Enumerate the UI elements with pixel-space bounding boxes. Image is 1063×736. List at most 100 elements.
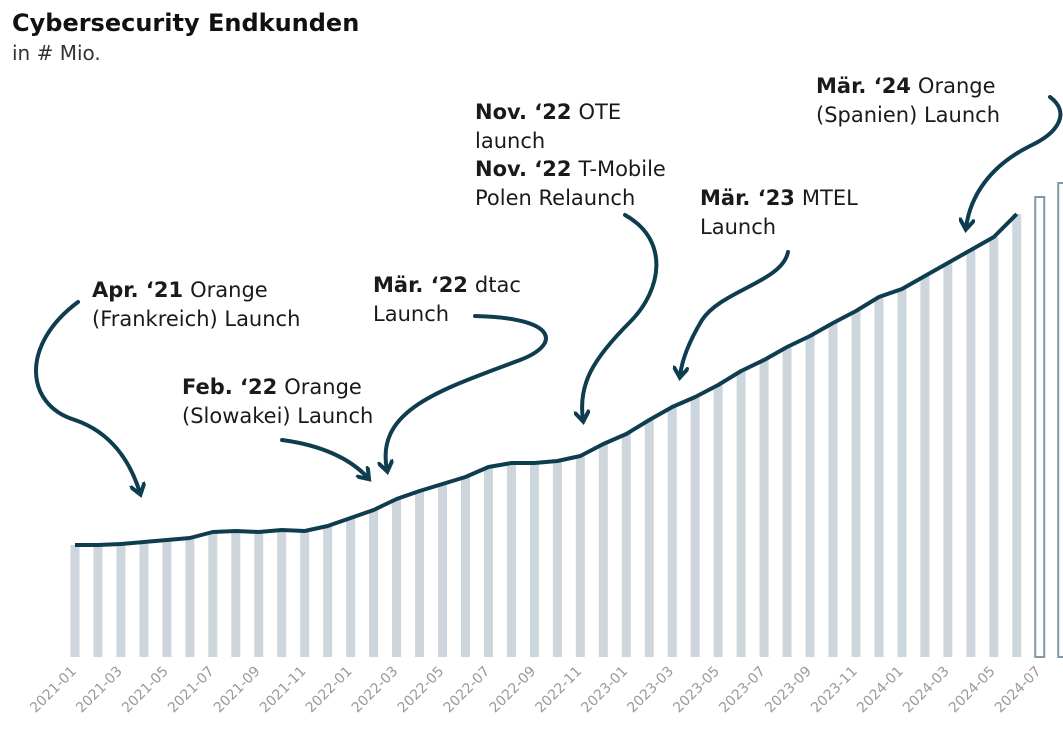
annotation-date: Nov. ‘22 (475, 100, 571, 124)
annotation-text: (Slowakei) Launch (182, 404, 373, 428)
bar (736, 371, 746, 657)
x-tick-label: 2021-07 (165, 664, 218, 717)
annotation-date: Mär. ‘24 (816, 74, 911, 98)
x-tick-label: 2021-01 (27, 664, 80, 717)
x-tick-label: 2021-09 (211, 664, 264, 717)
arrow (582, 213, 659, 420)
annotation-date: Mär. ‘22 (373, 273, 468, 297)
annotation-text: Launch (700, 215, 776, 239)
x-tick-label: 2024-05 (946, 664, 999, 717)
annotation-text: dtac (475, 273, 521, 297)
bar (598, 444, 608, 657)
bar (828, 323, 838, 657)
annotation: Mär. ‘22 dtac (373, 273, 521, 297)
bar (1057, 182, 1063, 658)
bar (392, 499, 402, 657)
x-tick-label: 2023-11 (808, 664, 861, 717)
annotation: Apr. ‘21 Orange (92, 278, 268, 302)
bar (667, 407, 677, 657)
bar (346, 518, 356, 657)
bar (575, 456, 585, 657)
bar (782, 347, 792, 657)
bar (713, 385, 723, 657)
bar (621, 434, 631, 657)
bar (506, 463, 516, 657)
arrow (34, 300, 140, 493)
bar (989, 237, 999, 657)
annotation-text: Orange (190, 278, 268, 302)
x-tick-label: 2023-01 (578, 664, 631, 717)
x-tick-label: 2023-05 (670, 664, 723, 717)
x-tick-label: 2022-11 (532, 664, 585, 717)
annotation-text: Launch (373, 302, 449, 326)
x-tick-label: 2021-03 (73, 664, 126, 717)
bar (690, 397, 700, 657)
annotation-text: Orange (918, 74, 996, 98)
arrow (966, 95, 1063, 228)
annotation: Nov. ‘22 T-Mobile (475, 157, 666, 181)
bar (805, 336, 815, 657)
annotation: Nov. ‘22 OTE (475, 100, 621, 124)
annotation-text: Polen Relaunch (475, 186, 635, 210)
bar (70, 545, 80, 657)
bar (529, 463, 539, 657)
bar (93, 545, 103, 657)
bar (438, 484, 448, 657)
x-tick-label: 2024-03 (900, 664, 953, 717)
arrow (680, 250, 790, 376)
bar (759, 360, 769, 657)
bar (415, 491, 425, 657)
annotation-date: Mär. ‘23 (700, 186, 795, 210)
x-tick-label: 2023-09 (762, 664, 815, 717)
bar (1012, 214, 1022, 657)
annotation: Mär. ‘24 Orange (816, 74, 996, 98)
annotation-date: Nov. ‘22 (475, 157, 571, 181)
annotation-text: (Spanien) Launch (816, 103, 1000, 127)
bar (231, 531, 241, 657)
bar (943, 263, 953, 657)
annotation-text: MTEL (802, 186, 858, 210)
bar (277, 530, 287, 657)
bar (323, 526, 333, 657)
trend-line (75, 212, 1019, 547)
bar (966, 250, 976, 657)
bar (369, 510, 379, 657)
x-tick-label: 2024-01 (854, 664, 907, 717)
annotation-text: OTE (578, 100, 621, 124)
x-tick-label: 2022-05 (395, 664, 448, 717)
annotation-text: (Frankreich) Launch (92, 307, 300, 331)
chart-title: Cybersecurity Endkunden (12, 9, 359, 37)
bar (644, 420, 654, 657)
bar (254, 532, 264, 657)
arrow (386, 314, 548, 470)
bar (851, 311, 861, 657)
x-tick-label: 2021-11 (257, 664, 310, 717)
x-tick-label: 2023-07 (716, 664, 769, 717)
x-tick-label: 2022-03 (349, 664, 402, 717)
x-tick-label: 2021-05 (119, 664, 172, 717)
annotation-text: T-Mobile (577, 157, 665, 181)
annotation: Mär. ‘23 MTEL (700, 186, 858, 210)
x-tick-label: 2022-07 (441, 664, 494, 717)
bar (1034, 196, 1046, 658)
bar (116, 544, 126, 657)
bar (483, 467, 493, 657)
annotation-text: launch (475, 129, 545, 153)
x-tick-label: 2022-09 (487, 664, 540, 717)
x-tick-label: 2023-03 (624, 664, 677, 717)
x-tick-label: 2022-01 (303, 664, 356, 717)
arrow (280, 438, 368, 478)
bar (460, 477, 470, 657)
bar (920, 276, 930, 657)
annotation-date: Apr. ‘21 (92, 278, 183, 302)
x-tick-label: 2024-07 (992, 664, 1045, 717)
bar (897, 289, 907, 657)
bar (208, 532, 218, 657)
annotation-date: Feb. ‘22 (182, 375, 277, 399)
bar (139, 542, 149, 657)
chart-subtitle: in # Mio. (12, 41, 101, 65)
bar (300, 531, 310, 657)
bar (874, 297, 884, 657)
annotation: Feb. ‘22 Orange (182, 375, 362, 399)
